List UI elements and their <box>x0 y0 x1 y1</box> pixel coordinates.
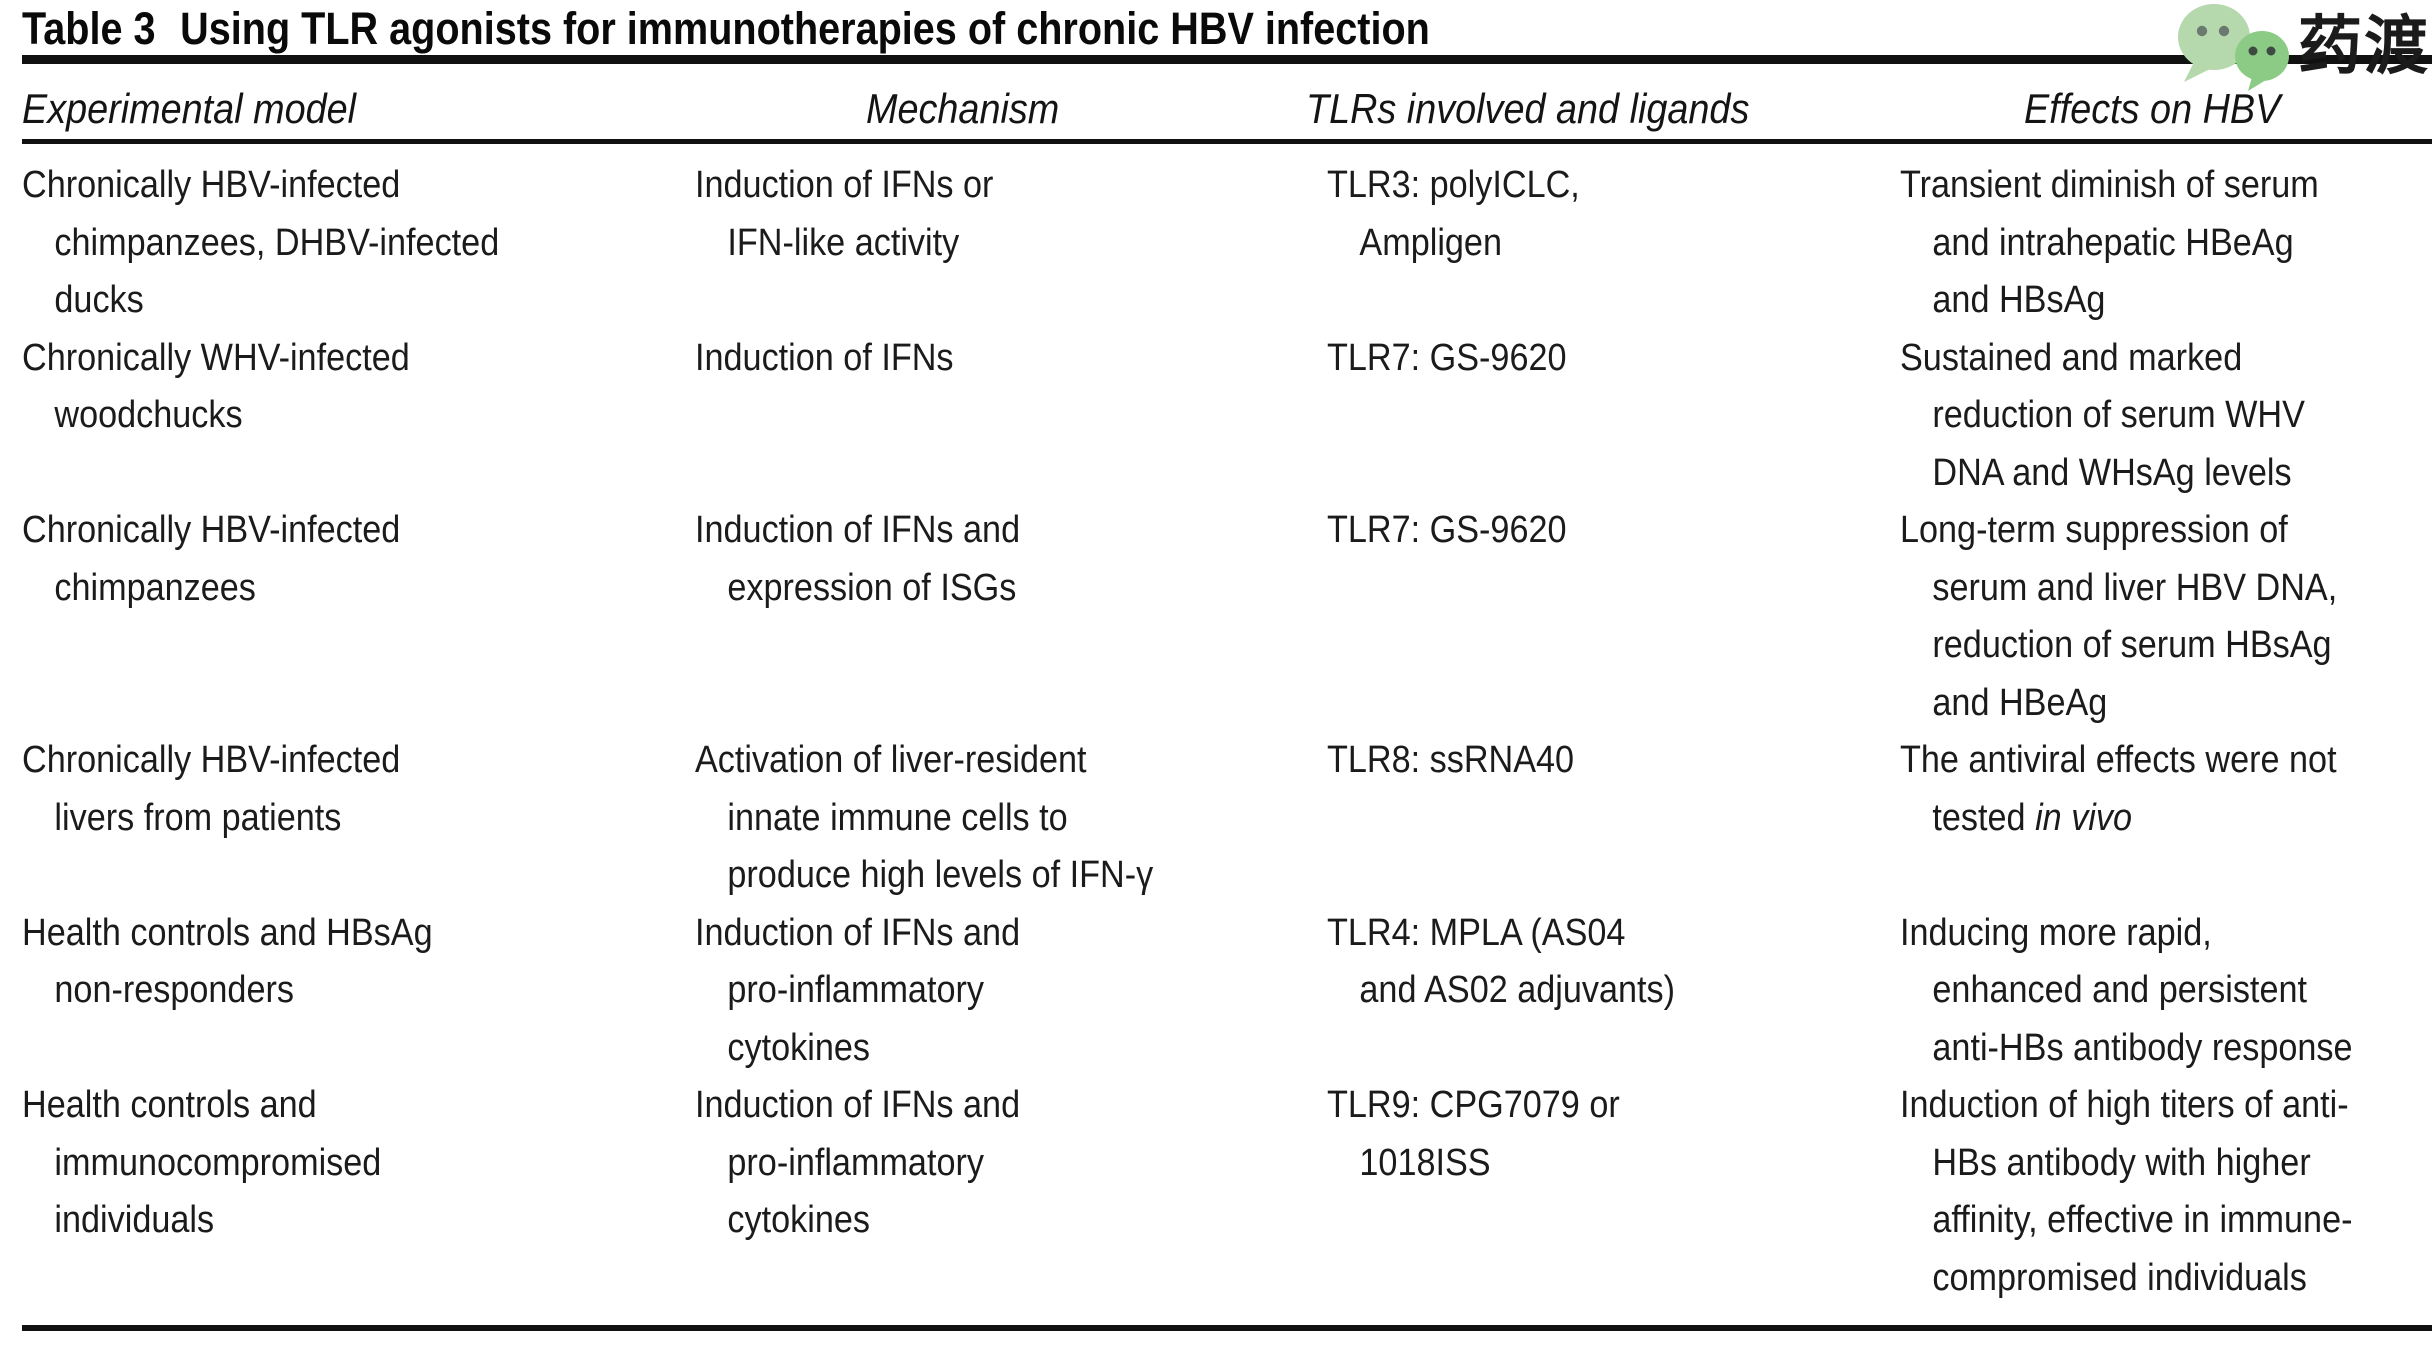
table-body: Chronically HBV-infected chimpanzees, DHB… <box>22 157 2432 1307</box>
table-header-row: Experimental model Mechanism TLRs involv… <box>22 80 2432 138</box>
table-cell: Inducing more rapid, enhanced and persist… <box>1900 911 2353 1069</box>
table-title: Table 3 Using TLR agonists for immunother… <box>22 2 1430 56</box>
table-cell: Induction of IFNs and pro-inflammatory cyt… <box>695 911 1021 1069</box>
column-header-experimental-model: Experimental model <box>22 85 357 132</box>
table-cell: Induction of IFNs and expression of ISGs <box>695 509 1021 609</box>
table-cell: TLR7: GS-9620 <box>1327 509 1567 551</box>
table-cell: TLR7: GS-9620 <box>1327 336 1567 379</box>
table-title-label: Table 3 <box>22 3 156 54</box>
table-cell: TLR8: ssRNA40 <box>1327 739 1575 781</box>
column-header-tlrs-involved-and-ligands: TLRs involved and ligands <box>1306 85 1750 132</box>
table-cell: Chronically WHV-infected woodchucks <box>22 336 410 437</box>
header-separator-rule <box>22 139 2432 144</box>
table-cell: Health controls and HBsAg non-responders <box>22 911 433 1012</box>
column-header-mechanism: Mechanism <box>866 85 1060 132</box>
chat-bubbles-icon <box>2174 0 2294 92</box>
table-cell: Induction of IFNs and pro-inflammatory cyt… <box>695 1084 1021 1241</box>
table-cell: Chronically HBV-infected chimpanzees, DHB… <box>22 164 500 321</box>
table-cell: The antiviral effects were not tested in … <box>1900 739 2337 839</box>
top-rule <box>22 55 2432 64</box>
brand-name: 药渡 <box>2298 10 2430 82</box>
table-title-text: Using TLR agonists for immunotherapies o… <box>180 3 1430 54</box>
table-cell: TLR4: MPLA (AS04 and AS02 adjuvants) <box>1327 911 1676 1012</box>
table-cell: Long-term suppression of serum and liver … <box>1900 509 2338 724</box>
table-cell: Induction of IFNs <box>695 336 954 379</box>
table-cell: Transient diminish of serum and intrahepa… <box>1900 164 2319 321</box>
table-cell: Sustained and marked reduction of serum W… <box>1900 336 2305 494</box>
table-cell: Induction of IFNs or IFN-like activity <box>695 164 994 264</box>
table-cell: Chronically HBV-infected livers from pati… <box>22 739 401 839</box>
table-cell: TLR3: polyICLC, Ampligen <box>1327 164 1580 264</box>
table-cell: Chronically HBV-infected chimpanzees <box>22 509 401 609</box>
column-header-effects-on-hbv: Effects on HBV <box>2024 85 2281 132</box>
bottom-rule <box>22 1325 2432 1331</box>
table-cell: Health controls and immunocompromised indi… <box>22 1084 382 1241</box>
table-cell: Activation of liver-resident innate immun… <box>695 739 1154 896</box>
table-cell: Induction of high titers of anti- HBs ant… <box>1900 1084 2353 1299</box>
table-cell: TLR9: CPG7079 or 1018ISS <box>1327 1084 1620 1184</box>
brand-logo: 药渡 <box>2174 0 2430 92</box>
